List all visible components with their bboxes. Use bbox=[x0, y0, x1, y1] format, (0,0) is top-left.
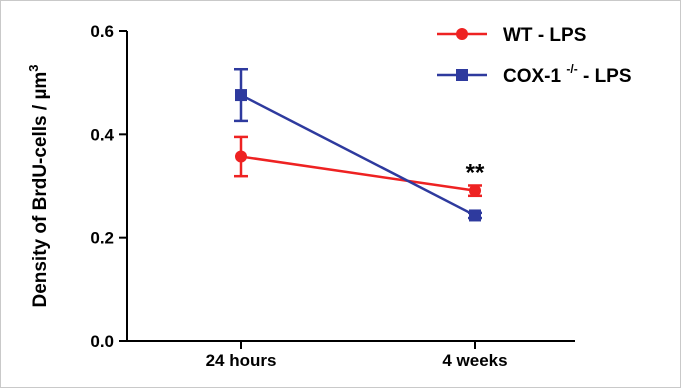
series-line bbox=[240, 155, 476, 192]
data-point bbox=[469, 184, 481, 197]
data-point bbox=[469, 209, 481, 222]
y-tick-label: 0.4 bbox=[90, 125, 114, 144]
legend: WT - LPS COX-1 -/- - LPS bbox=[437, 25, 632, 87]
legend-marker bbox=[456, 69, 468, 81]
x-tick-label: 4 weeks bbox=[442, 351, 507, 370]
y-axis-label: Density of BrdU-cells / µm3 bbox=[26, 64, 51, 307]
y-tick-label: 0.6 bbox=[90, 22, 114, 41]
series-line bbox=[240, 93, 476, 217]
y-tick-label: 0.0 bbox=[90, 332, 114, 351]
data-point bbox=[235, 89, 247, 102]
data-point bbox=[235, 150, 247, 163]
legend-marker bbox=[456, 28, 468, 40]
legend-label: WT - LPS bbox=[503, 25, 586, 46]
y-tick-label: 0.2 bbox=[90, 229, 114, 248]
legend-label: COX-1 -/- - LPS bbox=[503, 62, 632, 87]
series-2 bbox=[234, 67, 482, 222]
x-tick-label: 24 hours bbox=[206, 351, 277, 370]
significance-annotation: ** bbox=[466, 160, 485, 187]
series-1 bbox=[234, 135, 482, 198]
